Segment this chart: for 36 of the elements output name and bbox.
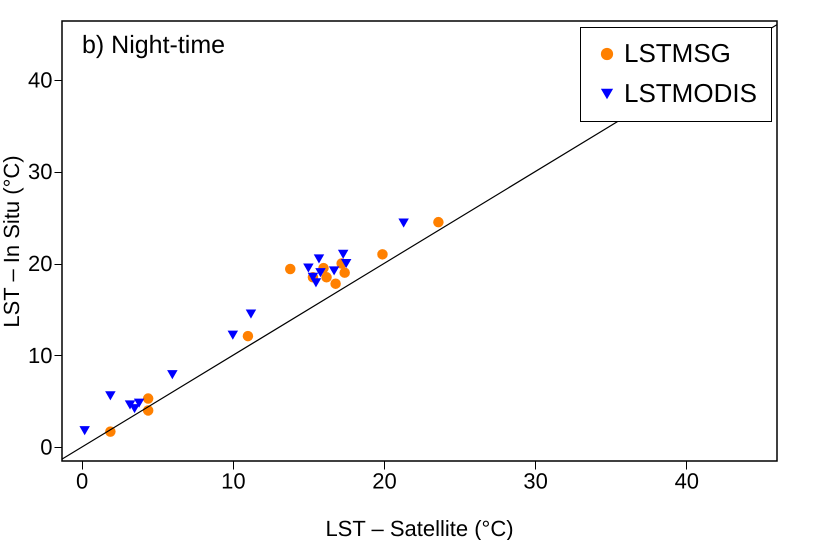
point bbox=[242, 330, 254, 342]
x-tick-label: 0 bbox=[76, 468, 88, 494]
point bbox=[79, 426, 90, 436]
point bbox=[377, 249, 388, 260]
point bbox=[340, 258, 352, 268]
point bbox=[142, 393, 154, 404]
point bbox=[315, 268, 326, 278]
y-tick-label: 40 bbox=[28, 67, 52, 92]
point bbox=[314, 254, 324, 264]
legend-label: LSTMODIS bbox=[624, 78, 757, 108]
y-tick-label: 30 bbox=[28, 159, 52, 184]
point bbox=[339, 267, 350, 278]
point bbox=[134, 398, 144, 408]
annotation: b) Night-time bbox=[82, 31, 226, 59]
point bbox=[228, 330, 238, 340]
point bbox=[433, 216, 444, 228]
point bbox=[398, 218, 409, 228]
point bbox=[328, 266, 340, 276]
point bbox=[321, 272, 332, 283]
point bbox=[338, 250, 348, 259]
point bbox=[330, 278, 341, 289]
x-tick-label: 40 bbox=[674, 468, 700, 494]
point bbox=[303, 264, 314, 273]
point bbox=[105, 391, 116, 400]
point bbox=[167, 370, 178, 380]
point bbox=[310, 278, 322, 288]
y-tick-label: 10 bbox=[28, 342, 52, 368]
point bbox=[285, 264, 296, 274]
point bbox=[246, 309, 256, 319]
legend-label: LSTMSG bbox=[624, 38, 731, 68]
y-axis-title: LST – In Situ (°C) bbox=[0, 155, 24, 328]
x-tick-label: 20 bbox=[372, 468, 397, 494]
x-tick-label: 30 bbox=[523, 468, 548, 494]
x-tick-label: 10 bbox=[221, 468, 246, 494]
y-tick-label: 0 bbox=[40, 434, 52, 460]
y-tick-label: 20 bbox=[28, 251, 52, 276]
